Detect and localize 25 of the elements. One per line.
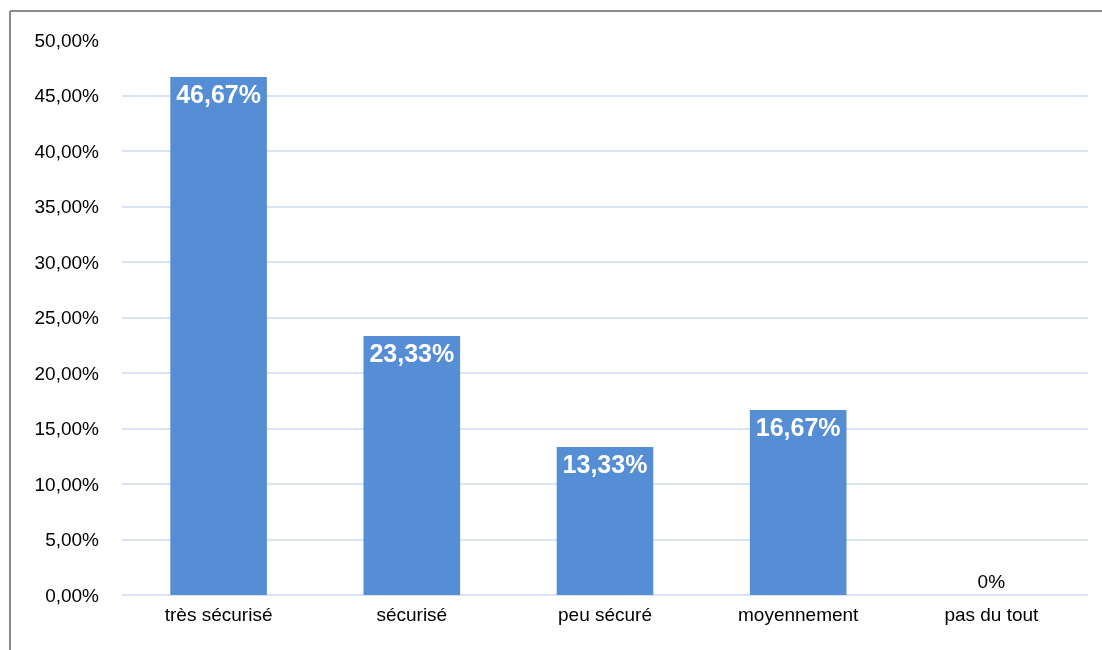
data-label: 46,67%: [176, 79, 261, 108]
data-label: 13,33%: [562, 450, 648, 479]
x-tick-label: moyennement: [738, 604, 860, 625]
y-tick-label: 20,00%: [34, 362, 100, 384]
y-tick-label: 5,00%: [45, 529, 100, 551]
y-tick-label: 35,00%: [34, 196, 100, 218]
x-tick-label: pas du tout: [944, 604, 1040, 625]
data-label: 0%: [977, 571, 1006, 592]
bar: [749, 409, 847, 595]
x-tick-label: sécurisé: [376, 604, 448, 625]
bar: [170, 76, 267, 595]
bar: [556, 447, 654, 595]
y-tick-label: 0,00%: [45, 584, 100, 606]
bar: [363, 336, 461, 595]
x-tick-label: très sécurisé: [164, 604, 273, 625]
y-tick-label: 15,00%: [34, 418, 100, 440]
y-tick-label: 40,00%: [34, 140, 100, 162]
y-tick-label: 50,00%: [34, 29, 100, 51]
data-label: 16,67%: [755, 412, 841, 441]
y-tick-label: 10,00%: [34, 473, 100, 495]
y-tick-label: 25,00%: [34, 307, 100, 329]
x-tick-label: peu sécuré: [557, 604, 653, 625]
y-tick-label: 45,00%: [34, 85, 100, 107]
y-tick-label: 30,00%: [34, 251, 100, 273]
data-label: 23,33%: [369, 339, 455, 368]
